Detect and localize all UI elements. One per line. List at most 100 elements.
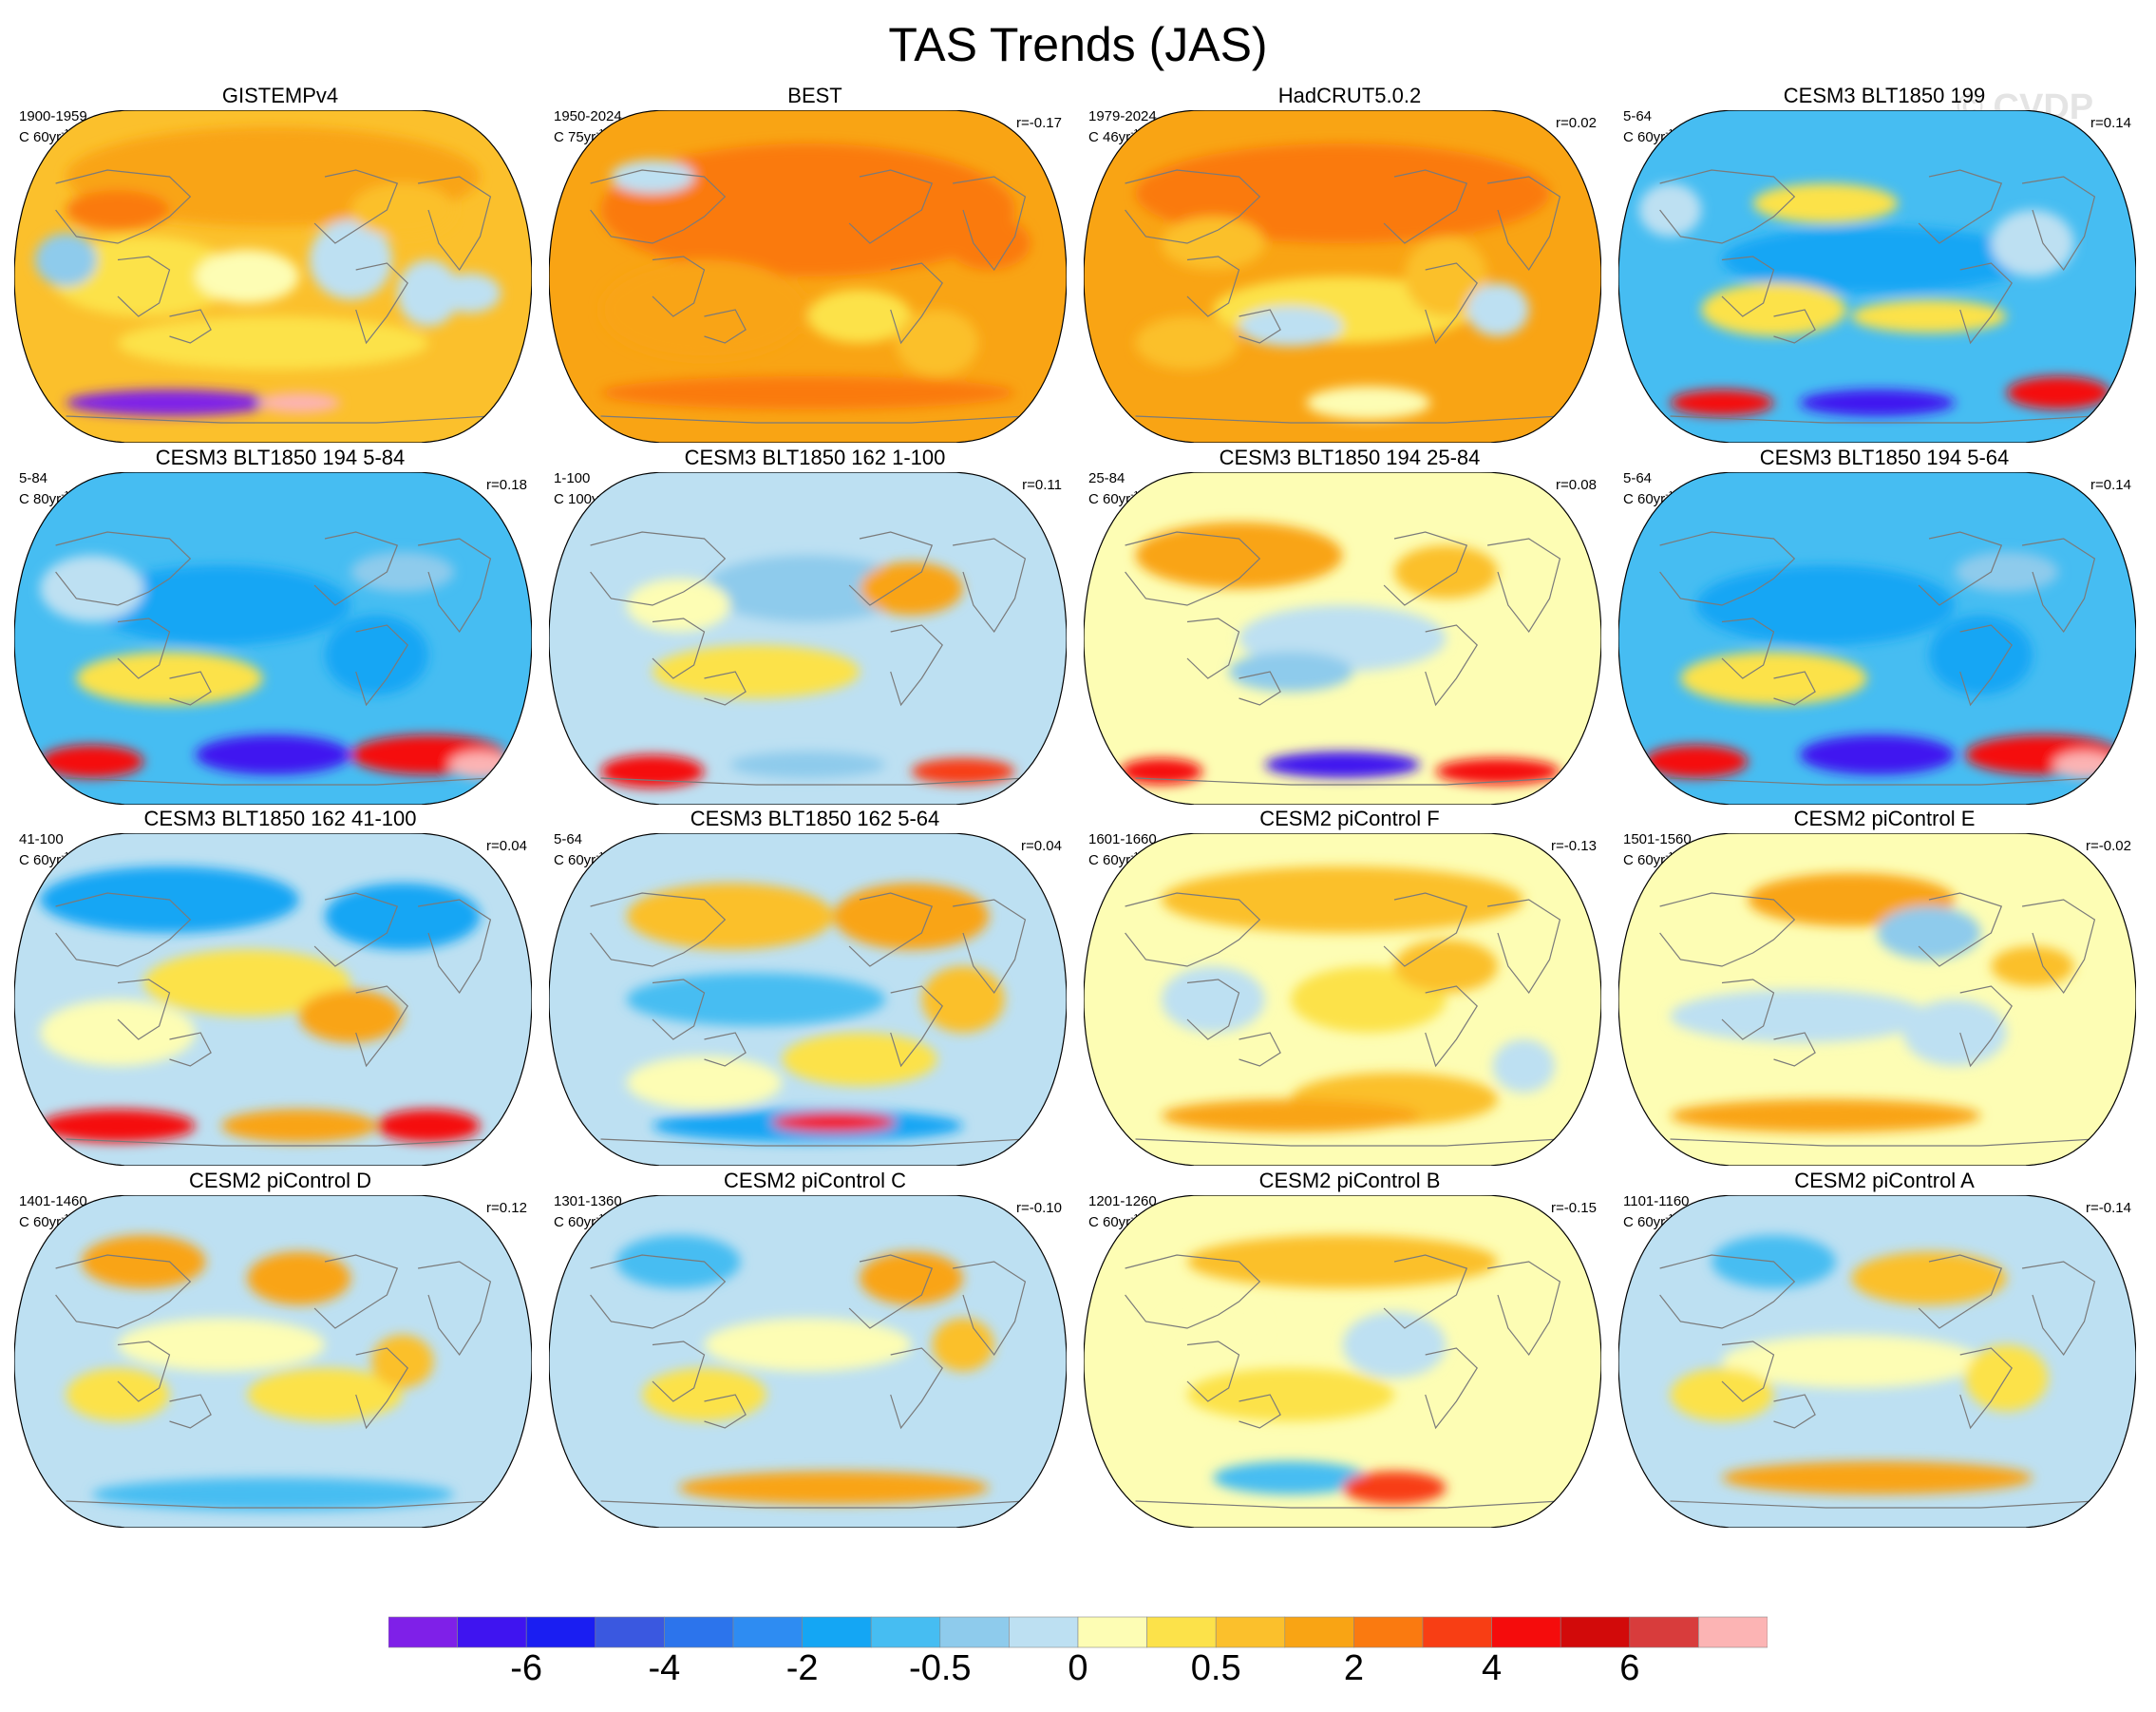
panel-title: CESM3 BLT1850 194 25-84 <box>1219 446 1481 469</box>
panel-years: 5-64 <box>1623 108 1653 124</box>
coastline <box>66 1500 491 1509</box>
colorbar-bin <box>1215 1616 1286 1648</box>
trend-region <box>1991 210 2074 276</box>
panel-correlation: r=-0.17 <box>1016 115 1062 131</box>
coastline <box>1125 892 1261 967</box>
trend-region <box>1135 143 1550 243</box>
panel-units-text: C 60yr <box>554 1214 596 1230</box>
panel-years: 1900-1959 <box>19 108 87 124</box>
panel-units-text: C 80yr <box>19 491 62 507</box>
panel-correlation: r=-0.14 <box>2086 1200 2131 1216</box>
trend-region <box>1161 1099 1421 1132</box>
trend-region <box>66 390 274 416</box>
trend-region <box>626 883 834 950</box>
coastline <box>1135 777 1560 786</box>
trend-region <box>40 1109 196 1143</box>
panel-title: CESM2 piControl E <box>1793 807 1976 830</box>
coastline <box>652 256 706 317</box>
map-outline <box>1618 1195 2136 1528</box>
map-outline <box>549 833 1067 1166</box>
coastline <box>55 892 192 967</box>
panel-title: CESM3 BLT1850 194 5-84 <box>155 446 406 469</box>
coastline <box>1186 1341 1240 1402</box>
trend-region <box>118 1318 325 1372</box>
coastline <box>418 176 492 272</box>
trend-region <box>947 217 1031 270</box>
trend-region <box>1466 283 1529 336</box>
map-outline <box>14 110 532 443</box>
panel-title: HadCRUT5.0.2 <box>1277 84 1422 107</box>
trend-region <box>1239 306 1343 347</box>
coastline <box>55 531 192 606</box>
trend-region <box>921 966 1005 1033</box>
colorbar-bin <box>1491 1616 1561 1648</box>
coastline <box>1239 671 1281 706</box>
coastline <box>169 1032 212 1067</box>
trend-map <box>14 833 532 1166</box>
coastline <box>1487 1261 1561 1357</box>
trend-region <box>1394 940 1498 993</box>
trend-region <box>600 376 1015 409</box>
trend-region <box>66 1368 170 1421</box>
coastline <box>1239 1394 1281 1429</box>
trend-region <box>350 552 455 592</box>
coastline <box>313 1254 399 1329</box>
panel-units-text: C 60yr <box>1623 1214 1666 1230</box>
coastline <box>1425 985 1478 1068</box>
trend-region <box>1264 751 1421 778</box>
coastline <box>1135 1500 1560 1509</box>
coastline <box>590 1254 727 1329</box>
trend-region <box>1213 1461 1369 1494</box>
trend-region <box>438 273 501 314</box>
panel-correlation: r=0.14 <box>2090 477 2131 493</box>
trend-region <box>1187 1235 1498 1288</box>
map-outline <box>14 833 532 1166</box>
trend-region <box>860 561 963 616</box>
trend-region <box>771 1113 897 1132</box>
coastline <box>1239 1032 1281 1067</box>
colorbar-bin <box>1009 1616 1079 1648</box>
coastline <box>1959 1347 2013 1430</box>
coastline <box>313 892 399 967</box>
trend-region <box>350 183 455 237</box>
coastline <box>117 618 171 679</box>
trend-region <box>1435 758 1560 785</box>
trend-region <box>1644 745 1749 778</box>
coastline <box>704 309 747 344</box>
colorbar-bin <box>1560 1616 1631 1648</box>
trend-region <box>1342 1471 1447 1505</box>
map-outline <box>1618 472 2136 805</box>
trend-region <box>1342 1311 1447 1379</box>
panel-years: 1301-1360 <box>554 1193 622 1209</box>
coastline <box>652 1341 706 1402</box>
trend-region <box>626 579 730 632</box>
panel-correlation: r=-0.13 <box>1551 838 1597 854</box>
trend-region <box>860 1251 963 1305</box>
coastline <box>1487 538 1561 634</box>
coastline <box>355 985 408 1068</box>
panel-correlation: r=0.04 <box>1021 838 1062 854</box>
panel-title: CESM3 BLT1850 162 1-100 <box>684 446 946 469</box>
coastline <box>953 176 1027 272</box>
colorbar-bin <box>1422 1616 1492 1648</box>
coastline <box>1659 1254 1796 1329</box>
trend-region <box>1161 866 1524 933</box>
trend-region <box>911 758 1015 785</box>
trend-map <box>14 1195 532 1528</box>
map-outline <box>1084 833 1601 1166</box>
colorbar-bin <box>1698 1616 1768 1648</box>
trend-map <box>1084 110 1601 443</box>
map-outline <box>549 1195 1067 1528</box>
coastline <box>1425 1347 1478 1430</box>
coastline <box>169 309 212 344</box>
colorbar-bin <box>1284 1616 1354 1648</box>
map-outline <box>1618 833 2136 1166</box>
colorbar-tick-label: 4 <box>1482 1648 1503 1688</box>
map-outline <box>1618 110 2136 443</box>
coastline <box>1918 892 2003 967</box>
coastline <box>2022 899 2096 995</box>
trend-region <box>626 973 886 1026</box>
